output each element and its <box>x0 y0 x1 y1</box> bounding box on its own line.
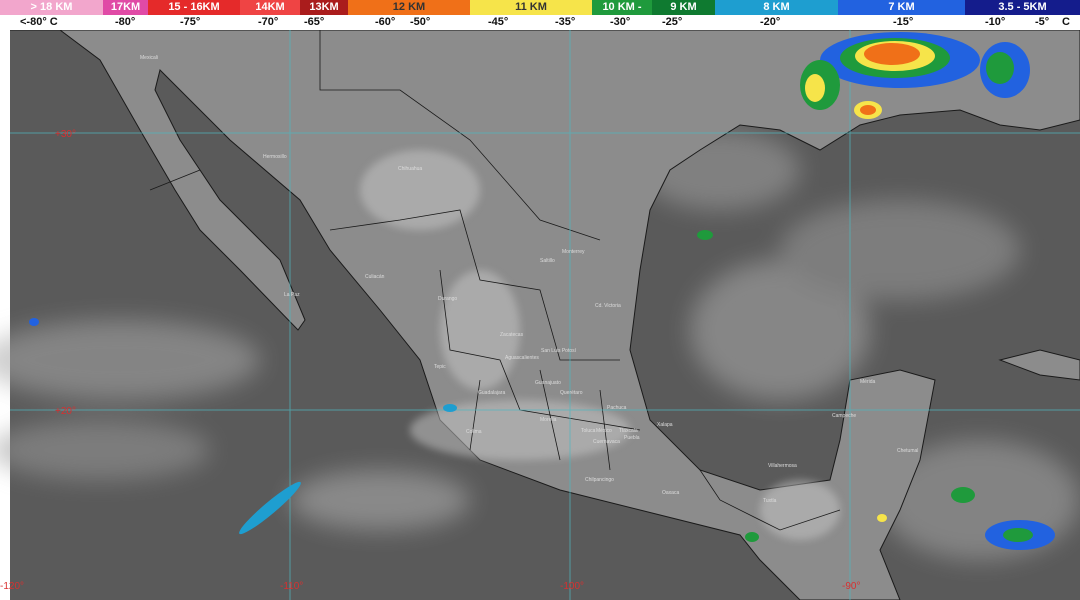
city-label: Toluca <box>581 428 596 434</box>
city-label: Tlaxcala <box>619 428 638 434</box>
city-label: Saltillo <box>540 258 555 264</box>
city-label: Pachuca <box>607 405 627 411</box>
legend-temp: -65° <box>304 16 325 28</box>
legend-temp: -5° <box>1035 16 1050 28</box>
legend-temp: <-80° C <box>20 16 58 28</box>
city-label: Tepic <box>434 364 446 370</box>
lon-label: -120° <box>0 581 24 592</box>
legend-band: 9 KM <box>652 0 715 15</box>
city-label: Colima <box>466 429 482 435</box>
lat-lon-grid <box>10 30 1080 600</box>
legend-temp: -10° <box>985 16 1006 28</box>
legend-band: 13KM <box>300 0 348 15</box>
city-label: Cd. Victoria <box>595 303 621 309</box>
legend-temp: -50° <box>410 16 431 28</box>
storm-cells <box>29 32 1055 550</box>
legend-temp: -25° <box>662 16 683 28</box>
legend-band: 7 KM <box>838 0 965 15</box>
legend-band: 10 KM - <box>592 0 652 15</box>
city-label: Querétaro <box>560 390 583 396</box>
legend-temp: -45° <box>488 16 509 28</box>
city-label: Tuxtla <box>763 498 777 504</box>
legend-temp: C <box>1062 16 1070 28</box>
legend-temp: -60° <box>375 16 396 28</box>
city-label: Mérida <box>860 379 876 385</box>
city-label: Oaxaca <box>662 490 679 496</box>
city-label: Hermosillo <box>263 154 287 160</box>
city-labels: Mexicali Hermosillo Chihuahua Culiacán L… <box>140 55 918 504</box>
satellite-map: +30° +20° -120° -110° -100° -90° Mexical… <box>0 30 1080 600</box>
city-label: Mexicali <box>140 55 158 61</box>
color-legend: > 18 KM 17KM 15 - 16KM 14KM 13KM 12 KM 1… <box>0 0 1080 30</box>
city-label: México <box>596 428 612 434</box>
city-label: San Luis Potosí <box>541 348 577 354</box>
legend-temp: -30° <box>610 16 631 28</box>
lon-label: -110° <box>280 581 303 592</box>
lon-label: -100° <box>560 581 584 592</box>
legend-band: 8 KM <box>715 0 838 15</box>
lat-label: +30° <box>55 129 76 140</box>
legend-temp: -70° <box>258 16 279 28</box>
legend-band: 17KM <box>103 0 148 15</box>
legend-band: 11 KM <box>470 0 592 15</box>
city-label: Culiacán <box>365 274 385 280</box>
city-label: Villahermosa <box>768 463 797 469</box>
legend-temp: -80° <box>115 16 136 28</box>
city-label: Chetumal <box>897 448 918 454</box>
legend-band: 12 KM <box>348 0 470 15</box>
city-label: Xalapa <box>657 422 673 428</box>
legend-temp: -75° <box>180 16 201 28</box>
legend-temp: -35° <box>555 16 576 28</box>
city-label: Zacatecas <box>500 332 524 338</box>
legend-temp: -20° <box>760 16 781 28</box>
legend-band: > 18 KM <box>0 0 103 15</box>
city-label: Chilpancingo <box>585 477 614 483</box>
state-borders <box>149 30 841 531</box>
city-label: Durango <box>438 296 457 302</box>
city-label: Aguascalientes <box>505 355 539 361</box>
city-label: La Paz <box>284 292 300 298</box>
city-label: Puebla <box>624 435 640 441</box>
legend-temp: -15° <box>893 16 914 28</box>
city-label: Chihuahua <box>398 166 422 172</box>
city-label: Campeche <box>832 413 856 419</box>
city-label: Cuernavaca <box>593 439 620 445</box>
city-label: Guanajuato <box>535 380 561 386</box>
legend-band: 15 - 16KM <box>148 0 240 15</box>
legend-band: 3.5 - 5KM <box>965 0 1080 15</box>
legend-band: 14KM <box>240 0 300 15</box>
city-label: Morelia <box>540 417 557 423</box>
city-label: Monterrey <box>562 249 585 255</box>
lat-label: +20° <box>55 406 76 417</box>
city-label: Guadalajara <box>478 390 505 396</box>
lon-label: -90° <box>842 581 860 592</box>
